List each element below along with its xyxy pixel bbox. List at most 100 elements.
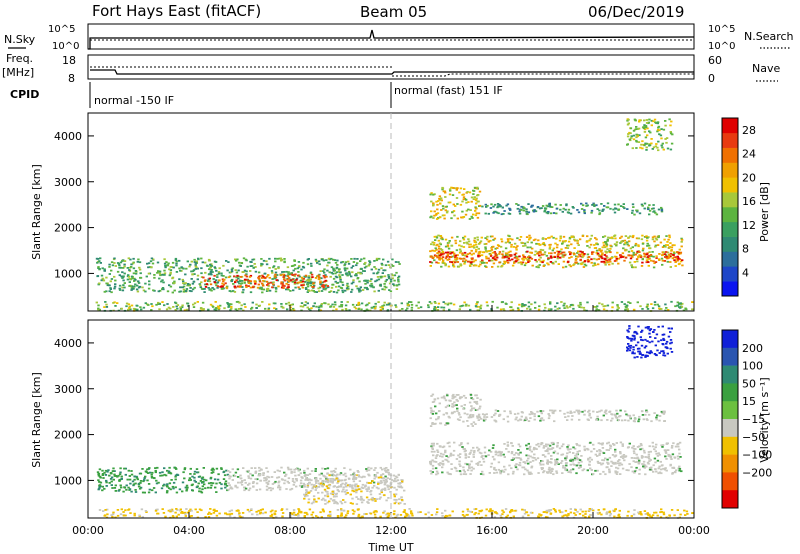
data-cell bbox=[460, 443, 463, 446]
data-cell bbox=[192, 303, 195, 306]
data-cell bbox=[617, 462, 620, 465]
data-cell bbox=[308, 473, 312, 475]
data-cell bbox=[659, 460, 662, 463]
data-cell bbox=[652, 255, 655, 258]
data-cell bbox=[151, 471, 154, 474]
data-cell bbox=[252, 485, 255, 488]
data-cell bbox=[431, 401, 435, 403]
data-cell bbox=[429, 265, 432, 267]
data-cell bbox=[472, 260, 476, 263]
data-cell bbox=[306, 258, 309, 261]
data-cell bbox=[374, 467, 377, 469]
data-cell bbox=[392, 474, 396, 477]
data-cell bbox=[574, 239, 577, 242]
data-cell bbox=[446, 253, 450, 256]
data-cell bbox=[497, 212, 500, 215]
data-cell bbox=[328, 271, 331, 274]
data-cell bbox=[669, 455, 673, 458]
data-cell bbox=[175, 260, 178, 263]
data-cell bbox=[309, 278, 312, 281]
data-cell bbox=[449, 452, 453, 455]
data-cell bbox=[649, 247, 652, 250]
data-cell bbox=[199, 286, 202, 289]
data-cell bbox=[670, 327, 673, 330]
data-cell bbox=[527, 256, 530, 259]
data-cell bbox=[596, 415, 599, 418]
data-cell bbox=[433, 301, 437, 303]
data-cell bbox=[642, 460, 646, 463]
data-cell bbox=[623, 207, 626, 210]
data-cell bbox=[550, 458, 553, 460]
data-cell bbox=[335, 285, 338, 288]
data-cell bbox=[446, 259, 449, 261]
data-cell bbox=[530, 465, 534, 468]
data-cell bbox=[139, 272, 142, 275]
data-cell bbox=[587, 448, 590, 451]
data-cell bbox=[361, 516, 364, 519]
data-cell bbox=[450, 468, 453, 470]
data-cell bbox=[306, 302, 309, 305]
data-cell bbox=[285, 473, 288, 476]
data-cell bbox=[252, 267, 255, 269]
data-cell bbox=[390, 479, 394, 481]
data-cell bbox=[126, 478, 129, 481]
data-cell bbox=[353, 474, 356, 477]
data-cell bbox=[656, 459, 660, 462]
data-cell bbox=[241, 291, 245, 294]
data-cell bbox=[266, 482, 270, 485]
data-cell bbox=[265, 481, 268, 484]
data-cell bbox=[249, 291, 253, 294]
data-cell bbox=[495, 211, 499, 214]
data-cell bbox=[519, 451, 522, 454]
data-cell bbox=[338, 479, 342, 482]
data-cell bbox=[293, 471, 296, 474]
data-cell bbox=[105, 282, 108, 285]
data-cell bbox=[649, 450, 652, 453]
data-cell bbox=[361, 289, 365, 291]
data-cell bbox=[446, 423, 449, 425]
data-cell bbox=[464, 453, 467, 455]
data-cell bbox=[594, 453, 597, 456]
data-cell bbox=[450, 251, 454, 254]
data-cell bbox=[446, 404, 449, 407]
data-cell bbox=[631, 352, 634, 355]
data-cell bbox=[275, 308, 278, 310]
data-cell bbox=[123, 486, 127, 489]
data-cell bbox=[569, 253, 572, 256]
data-cell bbox=[460, 257, 463, 260]
data-cell bbox=[341, 261, 344, 263]
data-cell bbox=[325, 479, 328, 482]
data-cell bbox=[530, 450, 533, 453]
data-cell bbox=[656, 244, 660, 246]
data-cell bbox=[463, 448, 466, 450]
data-cell bbox=[635, 139, 638, 142]
data-cell bbox=[478, 241, 482, 244]
data-cell bbox=[336, 259, 339, 262]
data-cell bbox=[512, 457, 515, 459]
data-cell bbox=[309, 282, 313, 285]
data-cell bbox=[265, 467, 268, 469]
data-cell bbox=[265, 260, 268, 263]
data-cell bbox=[464, 456, 467, 459]
data-cell bbox=[631, 470, 634, 473]
data-cell bbox=[233, 275, 236, 278]
data-cell bbox=[655, 143, 658, 145]
data-cell bbox=[379, 284, 382, 286]
data-cell bbox=[579, 258, 582, 261]
data-cell bbox=[634, 448, 637, 450]
data-cell bbox=[435, 249, 438, 251]
colorbar-swatch bbox=[722, 251, 738, 267]
data-cell bbox=[277, 285, 280, 288]
data-cell bbox=[135, 475, 138, 478]
data-cell bbox=[365, 496, 369, 499]
data-cell bbox=[268, 267, 271, 269]
data-cell bbox=[348, 273, 351, 276]
data-cell bbox=[598, 248, 601, 250]
data-cell bbox=[648, 204, 651, 206]
data-cell bbox=[481, 251, 485, 254]
data-cell bbox=[163, 274, 166, 276]
data-cell bbox=[479, 417, 483, 420]
data-cell bbox=[164, 266, 167, 269]
data-cell bbox=[599, 250, 603, 253]
data-cell bbox=[400, 499, 404, 501]
